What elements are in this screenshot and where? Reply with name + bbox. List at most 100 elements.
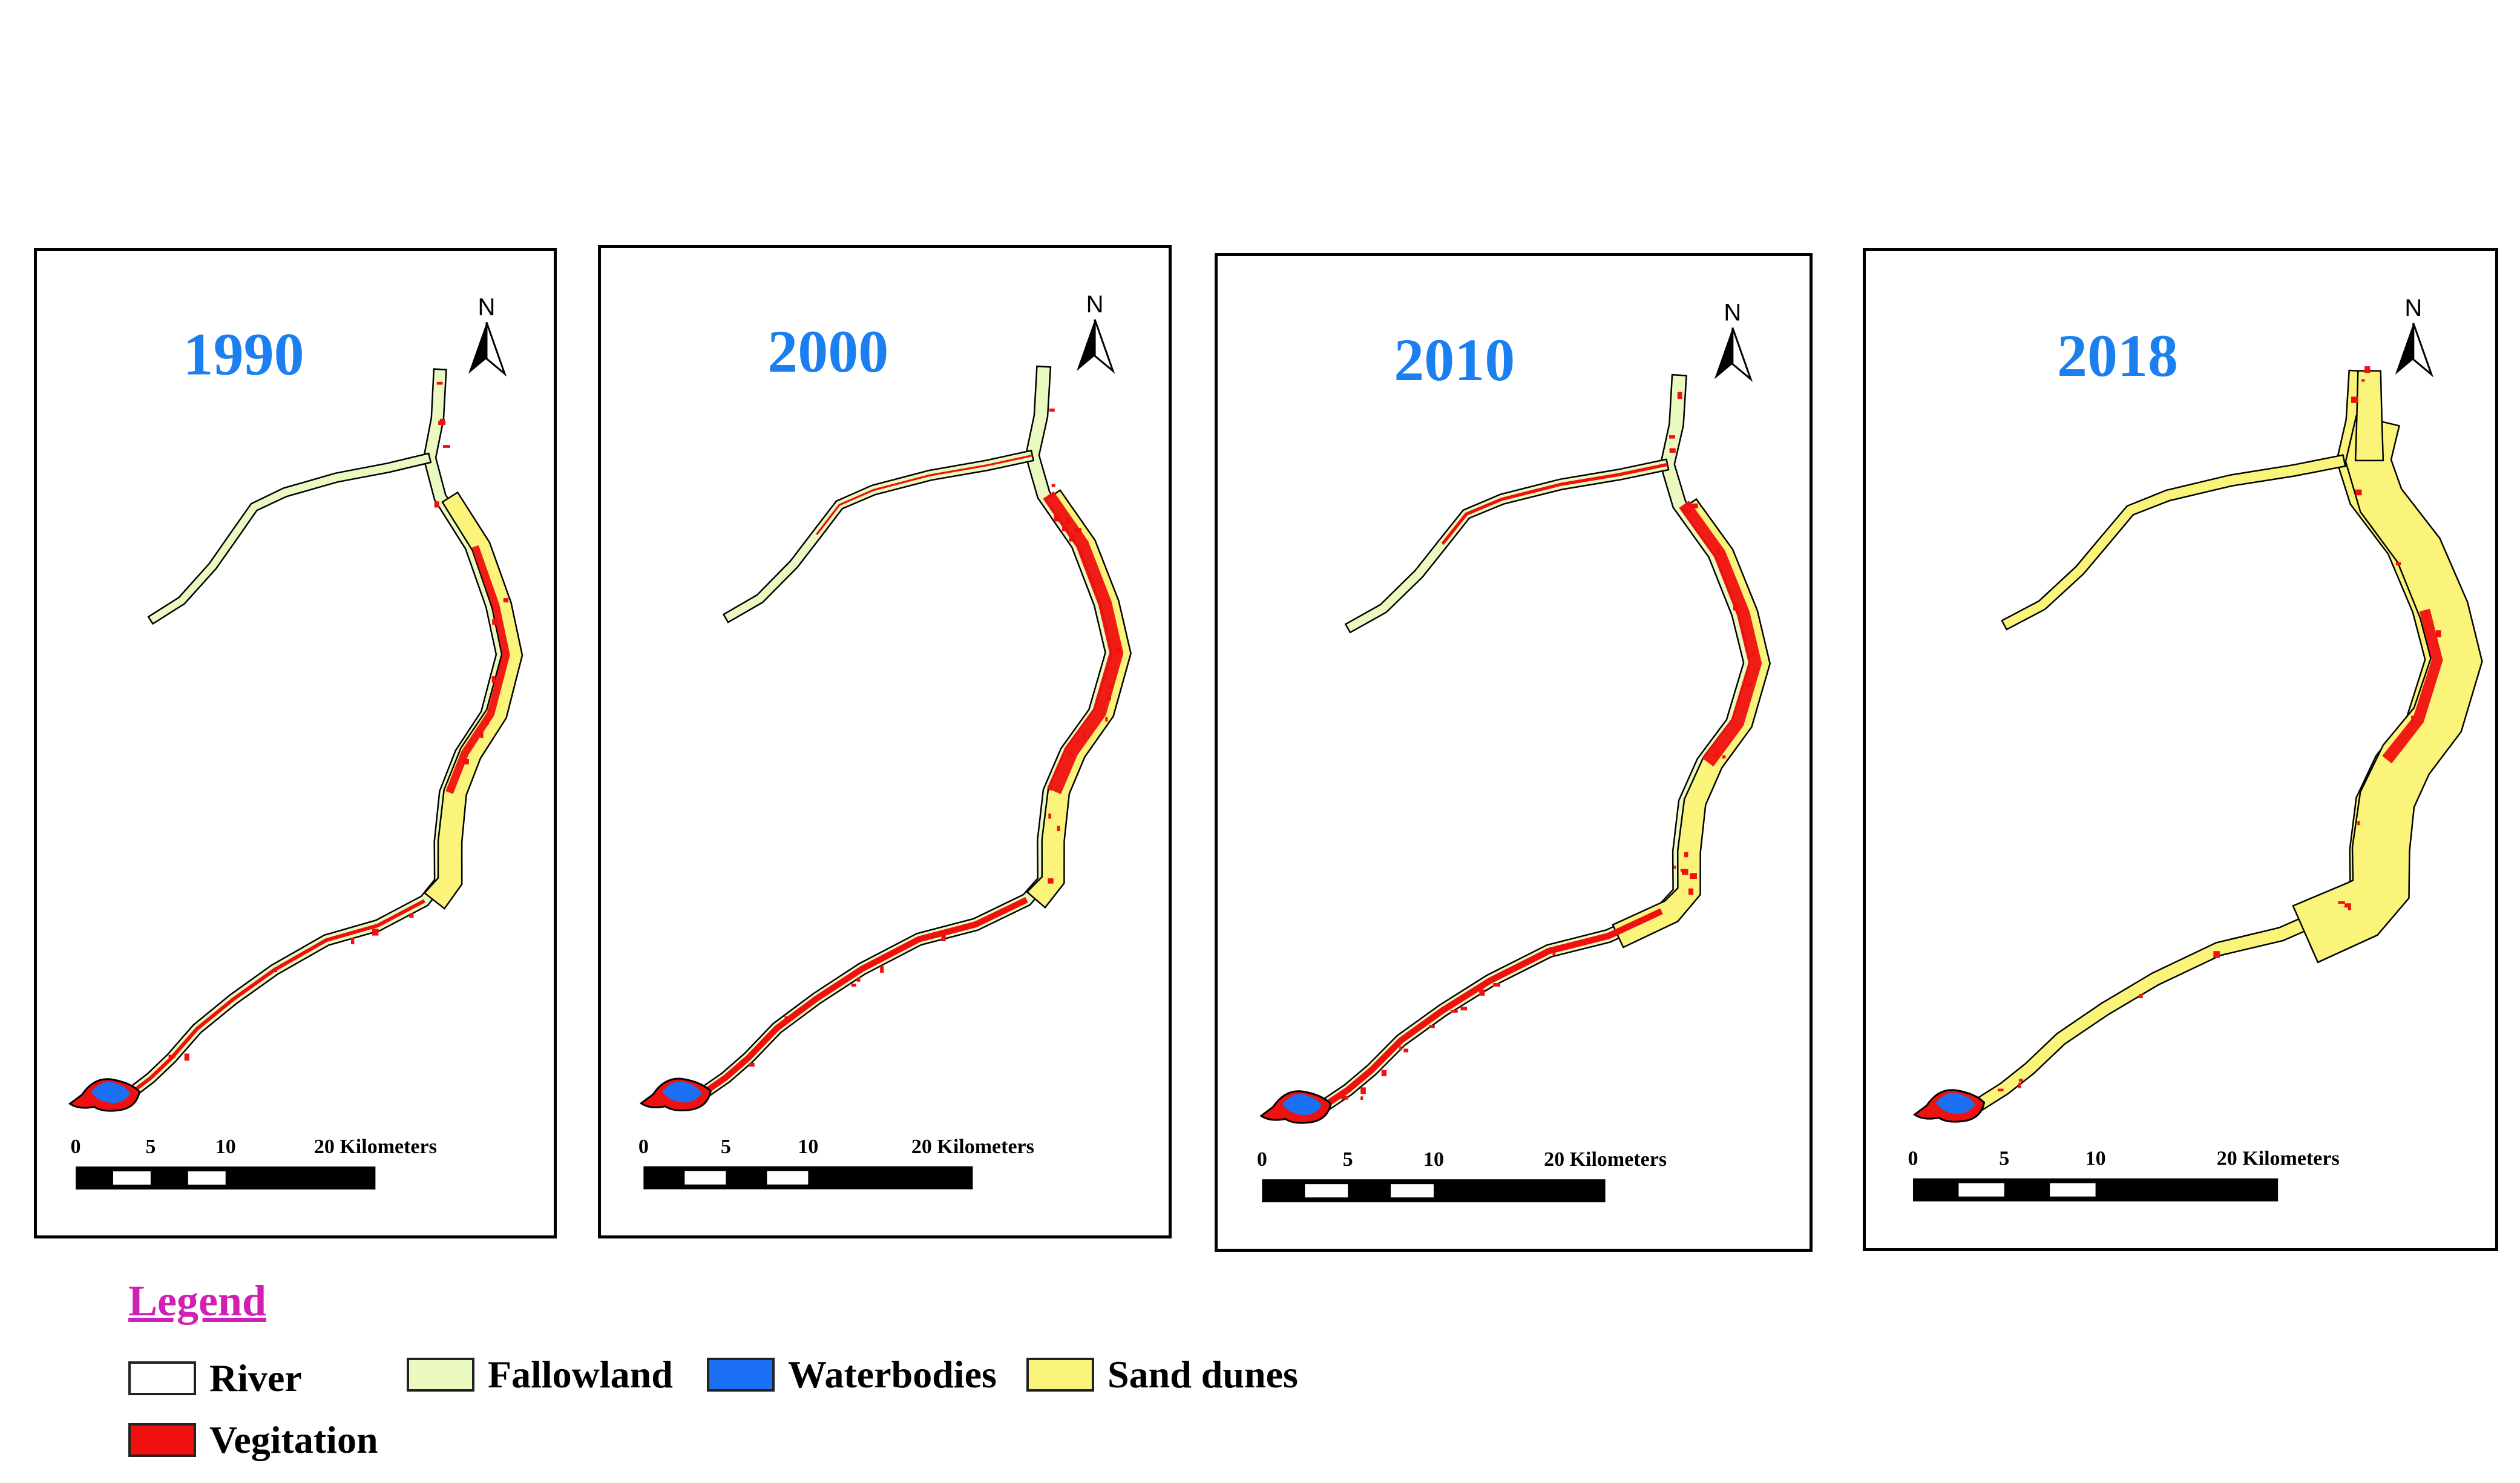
- north-arrow-right-half: [1094, 319, 1115, 374]
- scale-tick-label: 10: [2085, 1148, 2106, 1170]
- vegetation-patch: [409, 913, 414, 918]
- scale-tick-label: 5: [1999, 1148, 2009, 1170]
- scale-bar-segment: [684, 1171, 726, 1185]
- scale-tick-label: 5: [1343, 1148, 1353, 1171]
- vegetation-patch: [1399, 1046, 1402, 1051]
- vegetation-patch: [2348, 903, 2351, 910]
- vegetation-patch: [1048, 814, 1051, 819]
- north-arrow-icon: N: [468, 294, 507, 377]
- vegetation-patch: [2364, 366, 2371, 373]
- vegetation-patch: [439, 418, 445, 424]
- scale-tick-label: 0: [1257, 1148, 1267, 1171]
- north-arrow-icon: N: [2395, 295, 2434, 378]
- legend-item-vegitation: Vegitation: [128, 1418, 378, 1462]
- vegetation-patch: [1107, 696, 1111, 700]
- vegetation-patch: [1690, 873, 1697, 879]
- vegetation-patch: [491, 676, 496, 683]
- map-canvas: 2000 N 0 5 10 20 Kilometers: [638, 291, 1132, 1189]
- vegetation-patch: [1669, 448, 1676, 453]
- sand-dune-belt: [423, 491, 523, 910]
- vegetation-patch: [1341, 1096, 1348, 1100]
- scale-bar-segment: [188, 1171, 226, 1185]
- vegetation-patch: [2139, 994, 2143, 999]
- fallowland-swatch: [407, 1358, 474, 1392]
- year-label: 2010: [1394, 326, 1515, 393]
- vegetation-patch: [480, 731, 484, 738]
- vegetation-patch: [434, 501, 439, 508]
- vegetation-patch: [856, 977, 861, 982]
- vegetation-patch: [1105, 717, 1108, 722]
- map-panel-2000: 2000 N 0 5 10 20 Kilometers: [598, 245, 1172, 1238]
- vegetation-patch: [468, 743, 472, 748]
- waterbody: [1282, 1094, 1322, 1116]
- north-arrow-left-half: [1714, 327, 1733, 380]
- vegetation-strip: [2382, 608, 2443, 764]
- waterbody: [91, 1082, 131, 1103]
- legend-item-waterbodies: Waterbodies: [707, 1352, 997, 1397]
- vegetation-patch: [1075, 528, 1081, 533]
- vegetation-patch: [1684, 852, 1688, 858]
- scale-tick-label: 5: [145, 1136, 156, 1158]
- vegetation-patch: [1680, 869, 1685, 872]
- scale-tick-label: 0: [71, 1136, 81, 1158]
- vegetation-patch: [952, 929, 957, 932]
- scale-tick-label: 10: [798, 1136, 818, 1158]
- vegetation-patch: [1049, 408, 1055, 412]
- vegetation-patch: [1688, 888, 1694, 895]
- scale-bar-segment: [1391, 1184, 1434, 1198]
- vegetation-patch: [2338, 901, 2345, 904]
- vegetation-patch: [1713, 754, 1718, 757]
- vegetation-patch: [1682, 869, 1688, 875]
- vegetation-patch: [2213, 951, 2220, 958]
- vegetation-patch: [1381, 1070, 1387, 1076]
- vegetation-patch: [1068, 751, 1073, 755]
- vegetation-patch: [880, 966, 884, 973]
- map-panel-2018: 2018 N 0 5 10 20 Kilometers: [1863, 248, 2498, 1251]
- north-arrow-right-half: [2412, 323, 2434, 378]
- vegetation-patch: [184, 1053, 189, 1061]
- scale-tick-label: 0: [1908, 1148, 1918, 1170]
- vegetation-patch: [1115, 648, 1121, 653]
- vegetation-patch: [1669, 435, 1675, 439]
- waterbody: [662, 1081, 702, 1103]
- scale-end-label: 20 Kilometers: [2217, 1148, 2340, 1170]
- vegetation-patch: [941, 934, 946, 941]
- vegetation-patch: [2357, 821, 2360, 826]
- lower-river-vegetation: [123, 899, 425, 1099]
- vegetation-patch: [1065, 517, 1071, 524]
- legend-label-waterbodies: Waterbodies: [788, 1353, 997, 1396]
- vegetation-patch: [1360, 1087, 1366, 1094]
- tributary-vegetation: [816, 454, 1033, 536]
- year-label: 2018: [2057, 322, 2178, 389]
- vegetation-patch: [168, 1054, 176, 1058]
- legend-item-fallowland: Fallowland: [407, 1352, 673, 1397]
- map-canvas: 1990 N 0 5 10 20 Kilometers: [68, 294, 523, 1190]
- lower-river-vegetation: [1316, 908, 1663, 1113]
- vegetation-patch: [436, 381, 443, 385]
- north-label: N: [478, 294, 496, 321]
- legend-label-river: River: [209, 1356, 302, 1399]
- vegetation-patch: [274, 967, 277, 972]
- vegetation-patch: [2351, 396, 2358, 403]
- vegetation-patch: [1403, 1048, 1409, 1053]
- legend-title: Legend: [128, 1277, 267, 1325]
- vegetation-patch: [1048, 878, 1054, 884]
- vegetation-patch: [463, 758, 469, 765]
- vegetation-patch: [1062, 527, 1069, 531]
- tributary-channel: [147, 452, 432, 625]
- north-label: N: [1086, 291, 1104, 318]
- vegetation-strip: [445, 545, 510, 794]
- vegetation-patch: [2411, 715, 2414, 722]
- scale-tick-label: 10: [1423, 1148, 1444, 1171]
- lower-river-vegetation: [695, 896, 1028, 1100]
- upper-sand-dunes: [2354, 370, 2384, 462]
- legend-label-sand-dunes: Sand dunes: [1107, 1353, 1298, 1396]
- vegetation-patch: [1360, 1096, 1363, 1100]
- vegetation-patch: [2361, 379, 2365, 382]
- vegetation-patch: [784, 1016, 788, 1021]
- north-label: N: [2404, 295, 2422, 321]
- vegetation-patch: [1673, 866, 1676, 869]
- tributary-channel: [2001, 454, 2346, 631]
- vegetation-patch: [2018, 1079, 2023, 1082]
- vegetation-patch: [2435, 630, 2441, 637]
